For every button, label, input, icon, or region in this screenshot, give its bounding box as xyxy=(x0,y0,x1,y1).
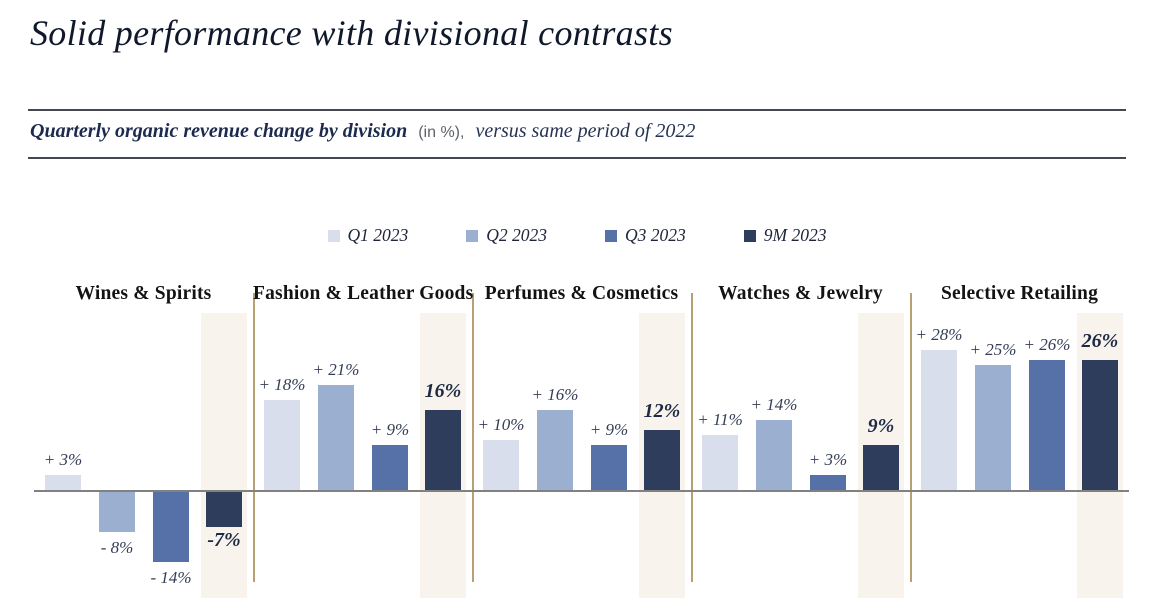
legend-swatch-icon xyxy=(327,229,340,242)
revenue-bar xyxy=(425,410,461,490)
rule-top xyxy=(28,109,1126,111)
bar-value-label: + 25% xyxy=(969,340,1017,359)
legend-swatch-icon xyxy=(743,229,756,242)
bar-value-label: - 14% xyxy=(150,568,192,587)
division-title: Wines & Spirits xyxy=(75,283,212,304)
bar-value-label: + 9% xyxy=(370,420,410,439)
revenue-bar xyxy=(863,445,899,490)
division-title: Selective Retailing xyxy=(940,283,1099,304)
bar-value-label: + 3% xyxy=(43,450,83,469)
chart-legend: Q1 2023 Q2 2023 Q3 2023 9M 2023 xyxy=(0,225,1154,246)
division-divider xyxy=(910,293,912,582)
bar-value-label: + 3% xyxy=(808,450,848,469)
revenue-bar xyxy=(644,430,680,490)
revenue-bar xyxy=(483,440,519,490)
subtitle-main: Quarterly organic revenue change by divi… xyxy=(30,120,408,142)
revenue-bar xyxy=(45,475,81,490)
legend-item-q3-2023: Q3 2023 xyxy=(605,225,686,246)
bar-value-label: 12% xyxy=(643,400,681,422)
page-title: Solid performance with divisional contra… xyxy=(30,13,673,53)
bar-value-label: + 16% xyxy=(531,385,579,404)
legend-item-q2-2023: Q2 2023 xyxy=(466,225,547,246)
division-divider xyxy=(472,293,474,582)
revenue-bar xyxy=(591,445,627,490)
legend-label: Q1 2023 xyxy=(347,225,409,245)
zero-baseline xyxy=(34,490,1129,492)
revenue-bar xyxy=(537,410,573,490)
bar-value-label: + 21% xyxy=(312,360,360,379)
bar-value-label: + 11% xyxy=(697,410,743,429)
bar-value-label: + 9% xyxy=(589,420,629,439)
bar-value-label: 9% xyxy=(867,415,895,437)
revenue-bar xyxy=(756,420,792,490)
revenue-bar xyxy=(153,491,189,562)
revenue-bar xyxy=(1029,360,1065,490)
revenue-bar xyxy=(318,385,354,490)
revenue-bar xyxy=(99,491,135,532)
bar-value-label: + 26% xyxy=(1023,335,1071,354)
division-title: Fashion & Leather Goods xyxy=(253,283,474,304)
legend-item-q1-2023: Q1 2023 xyxy=(327,225,409,246)
legend-label: 9M 2023 xyxy=(763,225,827,245)
revenue-bar xyxy=(264,400,300,490)
rule-bottom xyxy=(28,157,1126,159)
bar-value-label: + 28% xyxy=(915,325,963,344)
bar-value-label: - 8% xyxy=(100,538,134,557)
revenue-bar xyxy=(921,350,957,490)
division-title: Watches & Jewelry xyxy=(718,283,883,304)
division-title: Perfumes & Cosmetics xyxy=(484,283,679,304)
division-divider xyxy=(253,293,255,582)
division-divider xyxy=(691,293,693,582)
bar-value-label: + 14% xyxy=(750,395,798,414)
bar-value-label: 26% xyxy=(1081,330,1119,352)
legend-item-9m-2023: 9M 2023 xyxy=(743,225,827,246)
bar-value-label: -7% xyxy=(207,529,241,551)
subtitle-unit: (in %), xyxy=(418,124,465,141)
legend-swatch-icon xyxy=(605,229,618,242)
bar-value-label: 16% xyxy=(424,380,462,402)
subtitle-comparison: versus same period of 2022 xyxy=(475,120,696,142)
nine-month-highlight-band xyxy=(201,313,247,598)
bar-value-label: + 18% xyxy=(258,375,306,394)
revenue-bar xyxy=(975,365,1011,490)
legend-swatch-icon xyxy=(466,229,479,242)
bar-value-label: + 10% xyxy=(477,415,525,434)
revenue-bar xyxy=(702,435,738,490)
revenue-bar xyxy=(810,475,846,490)
revenue-bar xyxy=(206,491,242,527)
chart-subtitle: Quarterly organic revenue change by divi… xyxy=(30,120,695,143)
revenue-bar xyxy=(372,445,408,490)
legend-label: Q2 2023 xyxy=(486,225,548,245)
revenue-bar xyxy=(1082,360,1118,490)
legend-label: Q3 2023 xyxy=(625,225,686,245)
